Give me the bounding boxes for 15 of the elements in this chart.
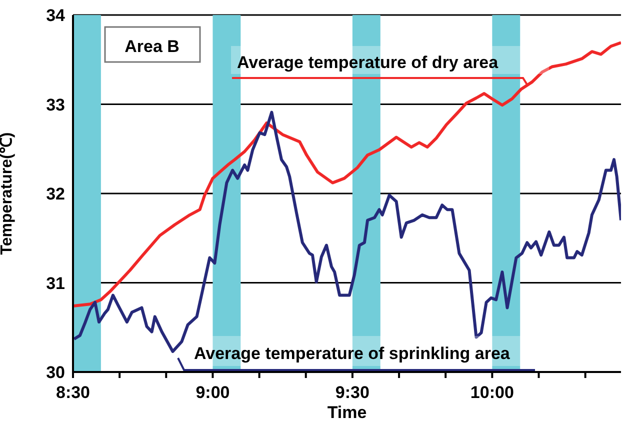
x-tick-label: 10:00 [470,383,514,402]
y-tick-label: 31 [46,274,65,293]
x-tick-label: 8:30 [56,383,90,402]
y-axis-title: Temperature(℃) [0,132,16,255]
y-tick-label: 32 [46,184,65,204]
x-tick-label: 9:30 [335,383,370,402]
series-label: Average temperature of dry area [237,53,499,72]
y-tick-label: 34 [46,6,66,26]
y-tick-label: 30 [46,363,65,382]
y-tick-label: 33 [46,95,65,114]
series-label: Average temperature of sprinkling area [194,344,510,363]
x-axis-title: Time [327,403,367,422]
line-series [73,41,621,308]
text: Area B [124,37,180,56]
x-tick-label: 9:00 [196,383,230,402]
